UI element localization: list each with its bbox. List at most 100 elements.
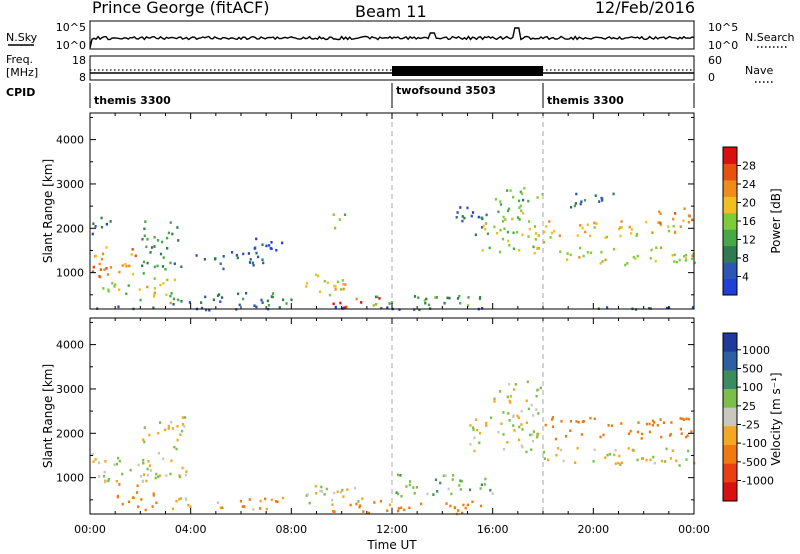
data-cell (152, 306, 155, 309)
data-cell (157, 431, 160, 435)
data-cell (372, 304, 375, 307)
data-cell (673, 253, 676, 257)
data-cell (444, 474, 447, 477)
power-cbar-tick-4: 4 (742, 271, 749, 284)
data-cell (380, 306, 383, 310)
data-cell (537, 234, 540, 238)
data-cell (508, 419, 511, 422)
data-cell (166, 278, 169, 282)
freq-unit: [MHz] (6, 66, 38, 79)
velocity-colorbar (723, 333, 741, 502)
data-cell (580, 433, 583, 436)
data-cell (610, 424, 614, 428)
data-cell (115, 462, 118, 466)
data-cell (118, 288, 121, 291)
data-cell (109, 220, 112, 223)
data-cell (491, 492, 494, 495)
data-cell (397, 509, 400, 513)
data-cell (651, 423, 654, 427)
data-cell (531, 433, 534, 436)
data-cell (436, 490, 439, 493)
data-cell (270, 241, 273, 244)
data-cell (456, 211, 459, 214)
nsky-tick-bottom: 10^0 (56, 39, 86, 52)
data-cell (678, 258, 681, 262)
data-cell (485, 213, 488, 217)
data-cell (628, 225, 631, 229)
data-cell (459, 488, 462, 491)
data-cell (264, 497, 267, 501)
data-cell (314, 484, 317, 488)
data-cell (143, 234, 146, 238)
data-cell (245, 291, 248, 295)
data-cell (562, 459, 565, 463)
data-cell (485, 421, 488, 425)
velocity-cbar-tick-25: 25 (742, 400, 756, 413)
data-cell (575, 420, 578, 423)
data-cell (275, 248, 278, 252)
data-cell (397, 492, 400, 496)
velocity-heatmap-cells (91, 380, 696, 516)
data-cell (532, 430, 535, 433)
data-cell (687, 449, 690, 453)
data-cell (222, 255, 225, 258)
data-cell (509, 189, 512, 192)
data-cell (506, 395, 509, 399)
data-cell (111, 281, 114, 285)
data-cell (362, 510, 365, 513)
data-cell (520, 209, 523, 213)
data-cell (583, 199, 587, 202)
data-cell (512, 231, 515, 235)
data-cell (317, 274, 320, 278)
data-cell (144, 220, 147, 223)
xtick-0800: 08:00 (275, 523, 307, 536)
data-cell (345, 305, 348, 309)
data-cell (107, 479, 110, 483)
data-cell (334, 285, 337, 288)
data-cell (612, 192, 615, 196)
velocity-ytick-1000: 1000 (56, 472, 84, 485)
velocity-cbar-tick-minus1000: -1000 (742, 474, 774, 487)
data-cell (535, 408, 538, 411)
data-cell (153, 235, 156, 239)
data-cell (527, 235, 530, 238)
data-cell (476, 428, 479, 432)
data-cell (270, 498, 273, 502)
data-cell (537, 412, 540, 415)
data-cell (574, 202, 577, 205)
data-cell (360, 301, 363, 304)
data-cell (181, 416, 185, 419)
data-cell (434, 478, 438, 482)
data-cell (536, 388, 539, 392)
data-cell (619, 463, 622, 466)
data-cell (144, 508, 147, 512)
data-cell (239, 499, 243, 503)
freq-label: Freq. (6, 53, 33, 66)
data-cell (121, 264, 124, 267)
velocity-y-axis: 1000 2000 3000 4000 (56, 339, 84, 485)
power-colorbar-swatch (723, 147, 737, 164)
power-colorbar-label: Power [dB] (769, 188, 783, 253)
data-cell (320, 485, 323, 489)
data-cell (237, 292, 240, 296)
data-cell (353, 486, 357, 490)
data-cell (271, 292, 275, 295)
data-cell (545, 225, 548, 228)
data-cell (500, 422, 503, 425)
data-cell (282, 298, 285, 302)
data-cell (92, 460, 95, 463)
data-cell (427, 303, 431, 307)
data-cell (678, 464, 681, 467)
data-cell (218, 293, 221, 296)
data-cell (617, 461, 620, 465)
data-cell (162, 282, 165, 285)
data-cell (569, 253, 572, 257)
data-cell (469, 443, 472, 446)
data-cell (117, 305, 120, 309)
data-cell (153, 277, 156, 280)
power-cbar-tick-16: 16 (742, 215, 756, 228)
data-cell (395, 491, 398, 494)
data-cell (506, 441, 509, 444)
data-cell (684, 435, 688, 439)
data-cell (630, 228, 633, 231)
